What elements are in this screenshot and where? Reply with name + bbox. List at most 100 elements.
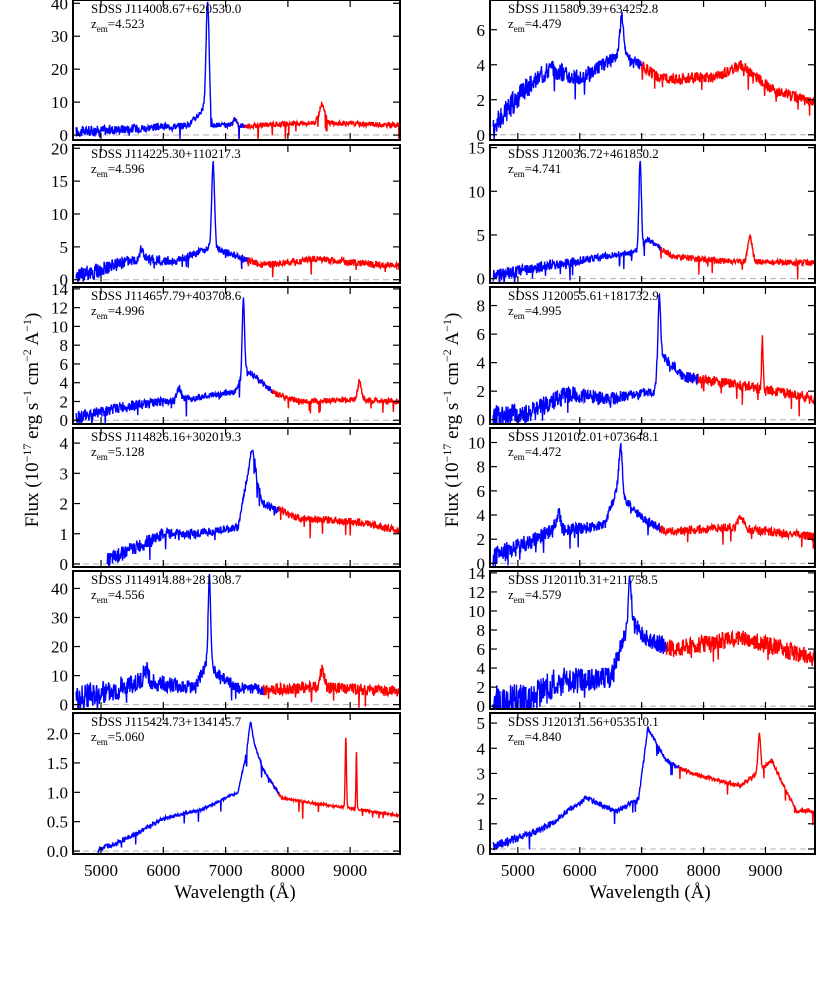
spectrum-name-label: SDSS J115424.73+134145.7 bbox=[91, 714, 242, 729]
redshift-label: zem=4.840 bbox=[508, 729, 561, 747]
y-tick-label: 15 bbox=[468, 139, 485, 158]
y-tick-label: 5 bbox=[60, 238, 69, 257]
y-tick-label: 0 bbox=[477, 840, 486, 859]
spectrum-name-label: SDSS J114008.67+620530.0 bbox=[91, 1, 241, 16]
spectrum-red-series bbox=[268, 502, 400, 539]
spectrum-red-series bbox=[684, 335, 815, 417]
panel-frame bbox=[72, 570, 401, 710]
y-tick-label: 0 bbox=[60, 696, 69, 715]
y-tick-label: 10 bbox=[468, 434, 485, 453]
y-tick-label: 14 bbox=[51, 280, 69, 299]
spectrum-name-label: SDSS J120102.01+073648.1 bbox=[508, 429, 659, 444]
y-tick-label: 4 bbox=[477, 659, 486, 678]
y-tick-label: 6 bbox=[477, 640, 486, 659]
y-tick-label: 4 bbox=[477, 56, 486, 75]
spectrum-name-label: SDSS J114225.30+110217.3 bbox=[91, 146, 241, 161]
y-tick-label: 3 bbox=[60, 464, 69, 483]
spectrum-red-series bbox=[659, 629, 815, 667]
spectrum-red-series bbox=[268, 737, 400, 819]
y-tick-label: 12 bbox=[468, 583, 485, 602]
y-tick-label: 10 bbox=[51, 205, 68, 224]
y-tick-label: 0.0 bbox=[47, 842, 68, 861]
y-tick-label: 0 bbox=[477, 697, 486, 716]
panel-frame bbox=[489, 427, 816, 568]
y-tick-label: 6 bbox=[477, 21, 486, 40]
y-tick-label: 8 bbox=[60, 336, 69, 355]
panel-frame bbox=[72, 712, 401, 855]
panel-frame bbox=[489, 0, 816, 141]
y-tick-label: 6 bbox=[60, 355, 69, 374]
spectrum-blue-series bbox=[492, 11, 643, 140]
y-tick-label: 0 bbox=[60, 271, 69, 290]
panel-frame bbox=[72, 286, 401, 425]
spectrum-name-label: SDSS J120131.56+053510.1 bbox=[508, 714, 659, 729]
redshift-label: zem=5.060 bbox=[91, 729, 144, 747]
y-tick-label: 30 bbox=[51, 27, 68, 46]
spectrum-name-label: SDSS J114826.16+302019.3 bbox=[91, 429, 241, 444]
y-tick-label: 0.5 bbox=[47, 813, 68, 832]
spectrum-blue-series bbox=[75, 161, 248, 283]
redshift-label: zem=4.596 bbox=[91, 161, 145, 179]
y-tick-label: 5 bbox=[477, 714, 486, 733]
y-tick-label: 30 bbox=[51, 608, 68, 627]
spectrum-blue-series bbox=[492, 160, 661, 283]
y-tick-label: 2.0 bbox=[47, 725, 68, 744]
y-tick-label: 5 bbox=[477, 226, 486, 245]
y-tick-label: 8 bbox=[477, 621, 486, 640]
y-axis-title-left: Flux (10−17 erg s−1 cm−2 A−1) bbox=[20, 313, 43, 528]
spectrum-red-series bbox=[225, 100, 400, 140]
y-tick-label: 8 bbox=[477, 297, 486, 316]
x-tick-label: 8000 bbox=[687, 861, 721, 880]
y-tick-label: 20 bbox=[51, 139, 68, 158]
spectrum-name-label: SDSS J115809.39+634252.8 bbox=[508, 1, 658, 16]
x-tick-label: 6000 bbox=[146, 861, 180, 880]
y-tick-label: 4 bbox=[60, 374, 69, 393]
panel-frame bbox=[72, 427, 401, 568]
spectrum-red-series bbox=[240, 254, 400, 278]
y-tick-label: 3 bbox=[477, 764, 486, 783]
spectrum-red-series bbox=[256, 374, 400, 414]
y-tick-label: 2 bbox=[477, 382, 486, 401]
spectrum-blue-series bbox=[492, 726, 680, 851]
y-tick-label: 10 bbox=[51, 667, 68, 686]
y-tick-label: 8 bbox=[477, 458, 486, 477]
spectrum-name-label: SDSS J120036.72+461850.2 bbox=[508, 146, 659, 161]
y-tick-label: 40 bbox=[51, 579, 68, 598]
y-tick-label: 40 bbox=[51, 0, 68, 13]
y-tick-label: 10 bbox=[468, 602, 485, 621]
y-tick-label: 1 bbox=[60, 525, 69, 544]
redshift-label: zem=4.472 bbox=[508, 444, 561, 462]
redshift-label: zem=4.996 bbox=[91, 303, 145, 321]
spectrum-red-series bbox=[653, 515, 815, 549]
spectrum-name-label: SDSS J120110.31+211758.5 bbox=[508, 572, 658, 587]
panel-frame bbox=[72, 0, 401, 141]
y-tick-label: 6 bbox=[477, 482, 486, 501]
y-tick-label: 4 bbox=[60, 434, 69, 453]
y-tick-label: 6 bbox=[477, 325, 486, 344]
y-tick-label: 10 bbox=[51, 93, 68, 112]
spectrum-blue-series bbox=[492, 292, 699, 424]
y-tick-label: 2 bbox=[477, 678, 486, 697]
panel-frame bbox=[489, 286, 816, 425]
x-axis-title-right: Wavelength (Å) bbox=[589, 882, 710, 903]
x-tick-label: 7000 bbox=[625, 861, 659, 880]
spectrum-name-label: SDSS J120055.61+181732.9 bbox=[508, 288, 659, 303]
spectrum-red-series bbox=[638, 59, 815, 116]
spectrum-blue-series bbox=[75, 297, 273, 424]
spectrum-blue-series bbox=[492, 442, 661, 567]
redshift-label: zem=4.741 bbox=[508, 161, 561, 179]
y-tick-label: 4 bbox=[477, 354, 486, 373]
x-axis-title-left: Wavelength (Å) bbox=[174, 882, 295, 903]
x-tick-label: 9000 bbox=[333, 861, 367, 880]
x-tick-label: 5000 bbox=[501, 861, 535, 880]
redshift-label: zem=4.579 bbox=[508, 587, 561, 605]
y-tick-label: 2 bbox=[477, 790, 486, 809]
panel-frame bbox=[489, 570, 816, 710]
y-tick-label: 0 bbox=[60, 126, 69, 145]
y-tick-label: 0 bbox=[60, 411, 69, 430]
y-tick-label: 1.0 bbox=[47, 783, 68, 802]
panel-frame bbox=[489, 712, 816, 855]
y-tick-label: 0 bbox=[477, 270, 486, 289]
